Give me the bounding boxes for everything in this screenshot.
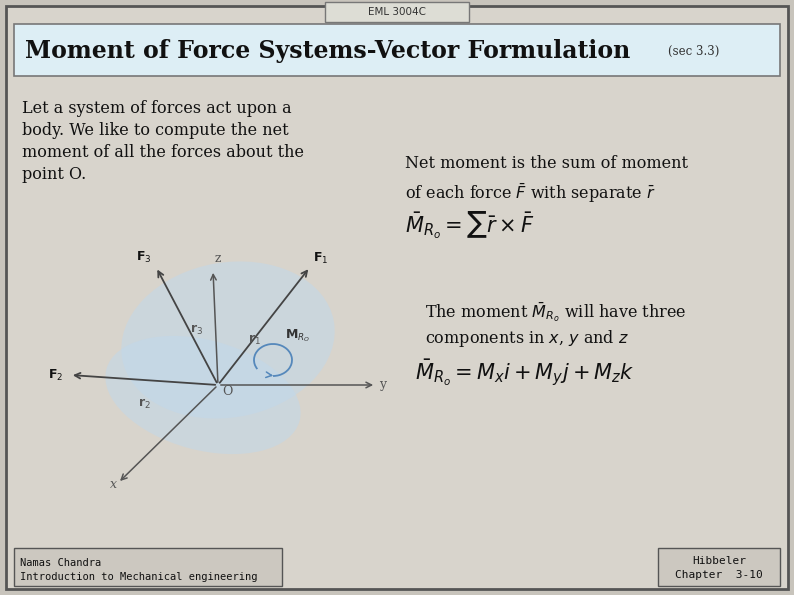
Text: Moment of Force Systems-Vector Formulation: Moment of Force Systems-Vector Formulati… [25, 39, 630, 63]
Text: y: y [379, 378, 386, 391]
Text: $\mathbf{r}_3$: $\mathbf{r}_3$ [190, 323, 203, 337]
Bar [14, 548, 282, 586]
Text: (sec 3.3): (sec 3.3) [668, 45, 719, 58]
Text: Namas Chandra: Namas Chandra [20, 558, 102, 568]
Bar [658, 548, 780, 586]
Text: $\bar{M}_{R_o} = M_x i + M_y j + M_z k$: $\bar{M}_{R_o} = M_x i + M_y j + M_z k$ [415, 358, 634, 389]
Text: point O.: point O. [22, 166, 87, 183]
Text: EML 3004C: EML 3004C [368, 7, 426, 17]
Text: Let a system of forces act upon a: Let a system of forces act upon a [22, 100, 291, 117]
Bar [14, 24, 780, 76]
Text: Net moment is the sum of moment: Net moment is the sum of moment [405, 155, 688, 172]
Text: $\mathbf{F}_2$: $\mathbf{F}_2$ [48, 368, 64, 383]
Text: $\mathbf{r}_1$: $\mathbf{r}_1$ [248, 333, 261, 347]
Text: moment of all the forces about the: moment of all the forces about the [22, 144, 304, 161]
Text: O: O [222, 385, 233, 398]
Text: The moment $\bar{M}_{R_o}$ will have three: The moment $\bar{M}_{R_o}$ will have thr… [425, 300, 686, 324]
Text: $\mathbf{F}_3$: $\mathbf{F}_3$ [136, 250, 152, 265]
Text: $\mathbf{M}_{R_O}$: $\mathbf{M}_{R_O}$ [285, 327, 310, 343]
Ellipse shape [121, 261, 335, 418]
Text: $\bar{M}_{R_o} = \sum \bar{r} \times \bar{F}$: $\bar{M}_{R_o} = \sum \bar{r} \times \ba… [405, 210, 534, 241]
Text: x: x [110, 478, 117, 491]
Text: body. We like to compute the net: body. We like to compute the net [22, 122, 289, 139]
Text: z: z [215, 252, 222, 265]
Text: Hibbeler: Hibbeler [692, 556, 746, 566]
Bar [325, 2, 469, 22]
Text: components in $x$, $y$ and $z$: components in $x$, $y$ and $z$ [425, 328, 629, 349]
Ellipse shape [106, 336, 301, 454]
Text: Chapter  3-10: Chapter 3-10 [675, 570, 763, 580]
Text: Introduction to Mechanical engineering: Introduction to Mechanical engineering [20, 572, 257, 582]
Text: $\mathbf{r}_2$: $\mathbf{r}_2$ [138, 397, 151, 411]
Text: $\mathbf{F}_1$: $\mathbf{F}_1$ [313, 251, 329, 266]
Text: of each force $\bar{F}$ with separate $\bar{r}$: of each force $\bar{F}$ with separate $\… [405, 182, 656, 205]
